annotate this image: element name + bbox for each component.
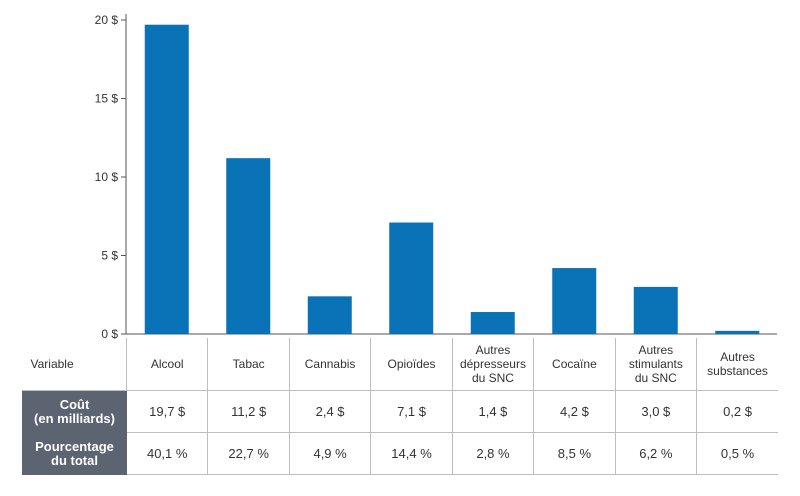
percentage-cell: 8,5 % bbox=[533, 432, 616, 475]
percentage-cell: 2,8 % bbox=[451, 432, 535, 475]
variable-header: Variable bbox=[22, 338, 127, 391]
bar-3 bbox=[389, 222, 434, 334]
cost-cell: 3,0 $ bbox=[614, 390, 698, 433]
cost-cell: 11,2 $ bbox=[207, 390, 290, 433]
bar-1 bbox=[226, 158, 271, 334]
y-tick-label: 5 $ bbox=[101, 249, 118, 263]
category-label-autres-substances: Autres substances bbox=[696, 338, 778, 391]
percentage-cell: 22,7 % bbox=[207, 432, 290, 475]
percentage-cell: 40,1 % bbox=[125, 432, 209, 475]
cost-row: Coût (en milliards) 19,7 $ 11,2 $ 2,4 $ … bbox=[22, 390, 778, 433]
percentage-cell: 0,5 % bbox=[696, 432, 778, 475]
percentage-row-header: Pourcentage du total bbox=[22, 432, 127, 475]
cost-cell: 0,2 $ bbox=[696, 390, 778, 433]
category-label-alcool: Alcool bbox=[125, 338, 209, 391]
y-tick-label: 20 $ bbox=[95, 13, 119, 27]
bars bbox=[144, 24, 760, 335]
y-tick-label: 10 $ bbox=[95, 170, 119, 184]
bar-2 bbox=[307, 296, 352, 334]
percentage-cell: 6,2 % bbox=[614, 432, 698, 475]
bar-6 bbox=[633, 286, 678, 334]
bar-0 bbox=[144, 24, 189, 335]
cost-row-header: Coût (en milliards) bbox=[22, 390, 127, 433]
category-label-autres-stimulants: Autres stimulants du SNC bbox=[614, 338, 698, 391]
category-label-cannabis: Cannabis bbox=[288, 338, 372, 391]
bar-4 bbox=[470, 312, 515, 334]
category-label-cocaine: Cocaïne bbox=[533, 338, 616, 391]
cost-cell: 2,4 $ bbox=[288, 390, 372, 433]
bar-chart: 0 $ 5 $ 10 $ 15 $ 20 $ bbox=[95, 13, 777, 340]
percentage-cell: 14,4 % bbox=[370, 432, 453, 475]
cost-cell: 19,7 $ bbox=[125, 390, 209, 433]
bar-5 bbox=[552, 268, 597, 334]
category-header-row: Variable Alcool Tabac Cannabis Opioïdes … bbox=[22, 338, 778, 391]
cost-cell: 4,2 $ bbox=[533, 390, 616, 433]
cost-cell: 1,4 $ bbox=[451, 390, 535, 433]
percentage-row: Pourcentage du total 40,1 % 22,7 % 4,9 %… bbox=[22, 432, 778, 475]
cost-cell: 7,1 $ bbox=[370, 390, 453, 433]
bar-7 bbox=[715, 330, 760, 334]
data-table: Variable Alcool Tabac Cannabis Opioïdes … bbox=[22, 338, 778, 475]
percentage-cell: 4,9 % bbox=[288, 432, 372, 475]
y-tick-label: 15 $ bbox=[95, 92, 119, 106]
category-label-opioides: Opioïdes bbox=[370, 338, 453, 391]
category-label-autres-depresseurs: Autres dépresseurs du SNC bbox=[451, 338, 535, 391]
category-label-tabac: Tabac bbox=[207, 338, 290, 391]
y-tick-label: 0 $ bbox=[101, 327, 118, 340]
